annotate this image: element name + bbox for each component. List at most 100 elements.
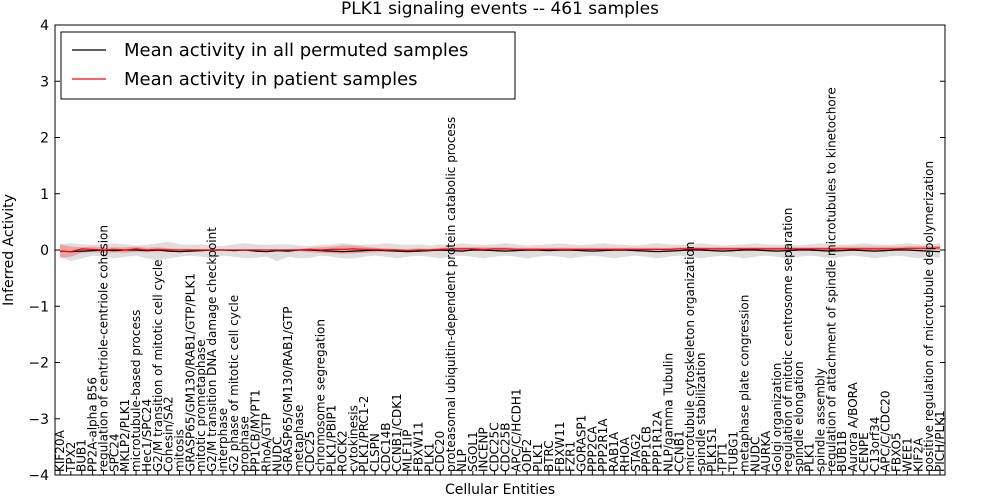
x-tick-label: RAB1A [607,431,621,472]
x-tick-label: RhoA/GTP [259,413,273,472]
x-tick-label: proteasomal ubiquitin-dependent protein … [444,117,458,472]
x-tick-label: CDC14B [379,423,393,473]
x-tick-label: WEE1 [900,437,914,472]
x-tick-label: FBXW11 [553,422,567,473]
x-tick-label: CDC25C [488,422,502,472]
x-tick-label: GORASP1 [574,415,588,472]
x-tick-label: PICH/PLK1 [933,410,947,472]
x-tick-label: C13orf34 [868,417,882,472]
x-tick-label: regulation of mitotic centrosome separat… [781,208,795,472]
x-tick-label: PLK1/PRC1-2 [357,396,371,472]
x-tick-label: cytokinesis [346,405,360,472]
x-tick-label: TUBG1 [727,431,741,473]
x-tick-label: Aurora A/BORA [846,382,860,472]
x-tick-label: CCNB1/CDK1 [390,393,404,472]
x-tick-label: PLK1 [803,443,817,472]
y-tick-label: −3 [28,412,49,428]
x-tick-label: NLP [455,449,469,472]
series-lines [59,247,941,253]
y-tick-label: 1 [40,187,49,203]
x-tick-label: spindle elongation [792,361,806,472]
x-tick-label: FZR1 [564,441,578,472]
x-tick-label: mitosis [173,429,187,472]
x-tick-label: TPX2 [64,442,78,473]
x-tick-label: microtubule-based process [129,310,143,472]
x-tick-label: KIF20A [53,429,67,472]
x-tick-label: PP1CB/MYPT1 [249,389,263,472]
x-tick-label: CLSPN [368,433,382,472]
plot-frame [54,24,946,476]
y-tick-label: −2 [28,356,49,372]
x-tick-label: PPP2CA [585,425,599,472]
x-tick-label: spindle stabilization [694,352,708,472]
y-tick-label: 2 [40,131,49,147]
x-tick-label: SGOL1 [466,431,480,472]
x-tick-label: CDC25 [303,431,317,472]
x-tick-label: ROCK2 [335,430,349,472]
y-tick-label: 4 [40,18,49,34]
x-tick-label: BUB1B [835,431,849,472]
x-tick-label: STAG2 [629,433,643,472]
x-tick-label: metaphase plate congression [737,295,751,472]
x-tick-label: PP2A-alpha B56 [86,377,100,472]
x-tick-label: APC/C/HCDH1 [509,388,523,472]
y-tick-label: 0 [40,243,49,259]
y-tick-label: 3 [40,74,49,90]
x-tick-label: PLK1 [531,443,545,472]
x-tick-label: PLK1 [422,443,436,472]
legend: Mean activity in all permuted samples Me… [60,31,516,100]
x-tick-label: Golgi organization [770,363,784,472]
x-tick-label: microtubule cytoskeleton organization [683,242,697,472]
x-tick-label: BUB1 [75,439,89,472]
legend-label-permuted: Mean activity in all permuted samples [124,40,468,61]
x-tick-label: regulation of attachment of spindle micr… [824,87,838,472]
x-tick-label: G2 phase of mitotic cell cycle [227,295,241,472]
x-tick-label: metaphase [292,405,306,472]
x-tick-label: RHOA [618,436,632,472]
line-series-2 [59,247,941,253]
x-tick-label: CCNB1 [672,430,686,472]
x-tick-label: KIF2A [911,437,925,472]
x-tick-label: GRASP65/GM130/RAB1/GTP/PLK1 [183,273,197,472]
x-tick-label: NLP/gamma Tubulin [661,353,675,472]
chart-title: PLK1 signaling events -- 461 samples [341,0,659,19]
y-tick-label: −4 [28,468,49,484]
x-tick-label: MKLP2/PLK1 [118,399,132,472]
x-tick-label: FBXO5 [890,432,904,472]
x-tick-label: CDC25B [498,422,512,472]
x-tick-label: CENPE [857,432,871,472]
x-tick-label: ODF2 [520,439,534,472]
x-tick-label: interphase [216,408,230,472]
x-tick-label: chromosome segregation [314,319,328,472]
x-tick-label: mitotic prometaphase [194,340,208,473]
x-tick-label: APC/C/CDC20 [879,390,893,472]
x-tick-label: NUDC [270,437,284,472]
x-tick-label: MLF1IP [401,430,415,472]
x-tick-label: PPP2R1A [596,418,610,472]
x-axis-label: Cellular Entities [445,482,555,498]
x-tick-label: TPT1 [716,442,730,473]
legend-label-patient: Mean activity in patient samples [124,69,418,90]
y-axis-label: Inferred Activity [1,194,17,306]
legend-box [60,31,516,100]
x-tick-label: Hec1/SPC24 [140,399,154,472]
x-tick-label: spindle assembly [813,368,827,472]
x-tick-label: NUDC [748,437,762,472]
x-tick-label: PLK1/PBIP1 [325,405,339,472]
band-series-2 [60,244,940,258]
x-tick-label: CDC20 [433,431,447,472]
x-tick-label: positive regulation of microtubule depol… [922,161,936,472]
x-tick-label: PPP1CB [640,426,654,472]
x-tick-label: FBXW11 [412,422,426,473]
x-tick-label: SPC24 [107,433,121,472]
x-tick-label: G2/M transition of mitotic cell cycle [151,259,165,472]
x-tick-label: regulation of centriole-centriole cohesi… [96,225,110,472]
x-tick-label: Cohesin/SA2 [162,396,176,472]
x-tick-label: PLK1S1 [705,427,719,472]
x-tick-label: PPP1R12A [651,410,665,472]
x-tick-label: AURKA [759,430,773,472]
x-tick-label: BTRC [542,440,556,472]
x-tick-label: INCENP [477,427,491,472]
x-tick-label: prophase [238,416,252,472]
